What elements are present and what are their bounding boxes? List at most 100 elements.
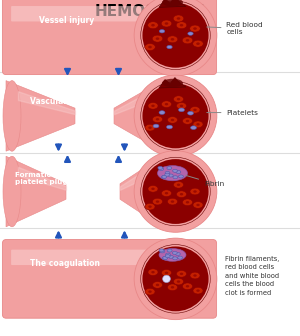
Ellipse shape <box>193 27 197 30</box>
Ellipse shape <box>190 107 200 113</box>
Ellipse shape <box>193 287 203 294</box>
Ellipse shape <box>159 30 165 33</box>
Ellipse shape <box>167 198 178 205</box>
Polygon shape <box>114 81 162 151</box>
Ellipse shape <box>151 24 155 27</box>
Ellipse shape <box>151 104 155 107</box>
Ellipse shape <box>145 44 155 50</box>
Ellipse shape <box>150 156 165 227</box>
Ellipse shape <box>165 192 168 195</box>
Ellipse shape <box>196 204 200 206</box>
Ellipse shape <box>134 0 217 76</box>
Ellipse shape <box>152 116 163 123</box>
Ellipse shape <box>161 190 172 197</box>
Ellipse shape <box>160 250 165 253</box>
Ellipse shape <box>193 109 197 111</box>
Ellipse shape <box>151 271 155 274</box>
Ellipse shape <box>173 181 184 188</box>
Ellipse shape <box>176 102 187 109</box>
Text: Formation of the
platelet plug: Formation of the platelet plug <box>15 172 83 185</box>
Ellipse shape <box>176 22 187 29</box>
Ellipse shape <box>159 249 186 261</box>
Ellipse shape <box>173 176 178 179</box>
Text: HEMOSTASIS: HEMOSTASIS <box>94 4 206 19</box>
Ellipse shape <box>176 270 187 277</box>
Ellipse shape <box>186 39 189 42</box>
Ellipse shape <box>168 174 173 177</box>
Ellipse shape <box>172 251 177 254</box>
Ellipse shape <box>176 171 181 174</box>
Ellipse shape <box>163 256 168 259</box>
Ellipse shape <box>165 271 168 274</box>
Text: Red blood
cells: Red blood cells <box>207 22 263 35</box>
Ellipse shape <box>171 119 174 121</box>
Text: The coagulation: The coagulation <box>30 259 100 268</box>
Ellipse shape <box>165 173 170 176</box>
FancyBboxPatch shape <box>2 240 217 318</box>
Ellipse shape <box>161 269 172 276</box>
Ellipse shape <box>145 124 155 131</box>
Ellipse shape <box>156 200 159 203</box>
Ellipse shape <box>148 126 152 129</box>
Ellipse shape <box>182 118 193 124</box>
Ellipse shape <box>193 190 197 193</box>
Ellipse shape <box>148 46 152 48</box>
Ellipse shape <box>159 168 164 171</box>
Polygon shape <box>6 156 66 227</box>
Ellipse shape <box>176 191 187 198</box>
Ellipse shape <box>193 40 203 47</box>
Ellipse shape <box>188 112 194 115</box>
Ellipse shape <box>172 169 178 172</box>
Polygon shape <box>6 81 75 151</box>
Ellipse shape <box>148 102 158 109</box>
Ellipse shape <box>142 159 208 224</box>
Ellipse shape <box>165 22 168 25</box>
Ellipse shape <box>134 151 217 232</box>
Ellipse shape <box>167 125 172 129</box>
Ellipse shape <box>165 255 170 258</box>
Ellipse shape <box>190 25 200 32</box>
Ellipse shape <box>134 75 217 157</box>
Ellipse shape <box>148 205 152 208</box>
Ellipse shape <box>159 111 165 115</box>
Ellipse shape <box>196 123 200 126</box>
Ellipse shape <box>167 36 178 43</box>
Ellipse shape <box>167 284 178 291</box>
Ellipse shape <box>156 37 159 40</box>
Ellipse shape <box>142 247 208 311</box>
Ellipse shape <box>178 108 184 112</box>
Ellipse shape <box>186 120 189 122</box>
Ellipse shape <box>145 203 155 210</box>
Ellipse shape <box>180 193 183 196</box>
FancyBboxPatch shape <box>2 0 217 75</box>
Ellipse shape <box>182 37 193 44</box>
Text: Fibrin: Fibrin <box>186 175 224 187</box>
Ellipse shape <box>190 272 200 279</box>
Ellipse shape <box>182 199 193 206</box>
Ellipse shape <box>186 285 189 288</box>
Ellipse shape <box>190 188 200 195</box>
Polygon shape <box>159 0 186 7</box>
Ellipse shape <box>161 176 166 179</box>
Ellipse shape <box>180 272 183 275</box>
Ellipse shape <box>152 282 163 288</box>
Ellipse shape <box>173 278 184 285</box>
Ellipse shape <box>163 275 170 283</box>
Polygon shape <box>120 156 162 227</box>
Ellipse shape <box>173 96 184 102</box>
Text: Vessel injury: Vessel injury <box>39 16 94 25</box>
Ellipse shape <box>162 175 167 178</box>
Ellipse shape <box>158 166 188 181</box>
Ellipse shape <box>171 286 174 289</box>
Ellipse shape <box>148 185 158 192</box>
Ellipse shape <box>134 238 217 320</box>
Ellipse shape <box>177 280 180 283</box>
Ellipse shape <box>156 118 159 121</box>
Ellipse shape <box>152 198 163 205</box>
Ellipse shape <box>177 17 180 20</box>
Ellipse shape <box>167 167 172 170</box>
Ellipse shape <box>193 202 203 208</box>
Text: Platelets: Platelets <box>207 110 258 116</box>
Ellipse shape <box>177 183 180 186</box>
Ellipse shape <box>165 103 168 106</box>
